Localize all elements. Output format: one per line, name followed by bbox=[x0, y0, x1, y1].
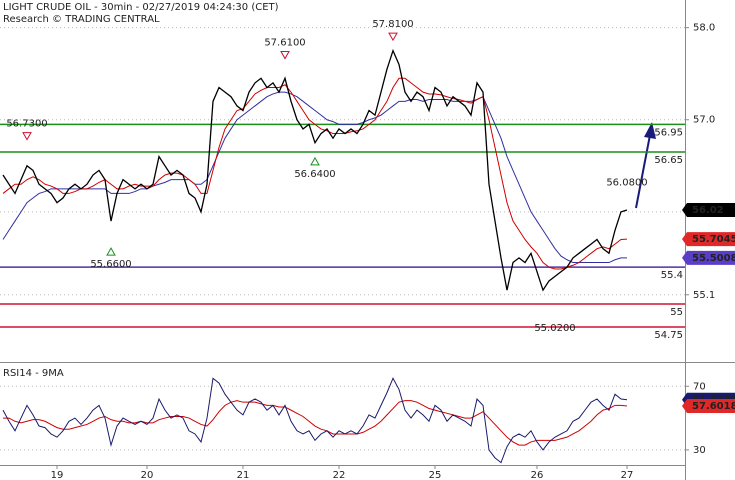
value-box-label: 56.02 bbox=[692, 205, 724, 216]
rsi-title: RSI14 - 9MA bbox=[3, 368, 64, 379]
level-label: 56.95 bbox=[654, 127, 683, 138]
y-tick-label: 58.0 bbox=[693, 23, 715, 34]
chart-subtitle: Research © TRADING CENTRAL bbox=[3, 14, 160, 25]
value-box bbox=[682, 398, 735, 413]
x-tick-label: 22 bbox=[333, 470, 346, 480]
series-line bbox=[3, 400, 628, 446]
arrow-head bbox=[644, 122, 656, 139]
annotation-label: 56.7300 bbox=[6, 119, 47, 130]
value-box bbox=[682, 250, 735, 265]
x-tick-label: 25 bbox=[429, 470, 442, 480]
value-box-label: 55.5008 bbox=[692, 253, 735, 264]
level-label: 55 bbox=[670, 307, 683, 318]
value-box-label: 55.7045 bbox=[692, 234, 735, 245]
marker-up bbox=[106, 247, 116, 256]
x-tick-label: 20 bbox=[141, 470, 154, 480]
y-tick-label: 57.0 bbox=[693, 115, 715, 126]
marker-down bbox=[388, 32, 398, 42]
marker-down bbox=[22, 132, 32, 141]
x-tick-label: 26 bbox=[531, 470, 544, 480]
forecast-arrow bbox=[635, 122, 656, 209]
annotation-label: 56.6400 bbox=[294, 169, 335, 180]
x-tick-label: 27 bbox=[621, 470, 634, 480]
series-line bbox=[2, 77, 628, 270]
level-label: 54.75 bbox=[654, 330, 683, 341]
annotation-label: 57.8100 bbox=[372, 19, 413, 30]
value-box-label: 57.6018 bbox=[692, 401, 735, 412]
level-label: 56.65 bbox=[654, 155, 683, 166]
annotation-label: 55.0200 bbox=[534, 323, 575, 334]
annotation-label: 57.6100 bbox=[264, 38, 305, 49]
y-tick-label: 55.1 bbox=[693, 290, 715, 301]
y-tick-label: 70 bbox=[693, 381, 706, 392]
series-line bbox=[2, 48, 628, 292]
marker-up bbox=[310, 156, 320, 166]
annotation-label: 55.6600 bbox=[90, 259, 131, 270]
value-box bbox=[682, 232, 735, 247]
chart-title: LIGHT CRUDE OIL - 30min - 02/27/2019 04:… bbox=[3, 2, 279, 13]
value-box bbox=[682, 203, 735, 218]
marker-down bbox=[280, 51, 290, 60]
y-tick-label: 30 bbox=[693, 445, 706, 456]
series-line bbox=[2, 377, 628, 464]
x-tick-label: 19 bbox=[51, 470, 64, 480]
annotation-label: 56.0800 bbox=[606, 177, 647, 188]
level-label: 55.4 bbox=[661, 270, 683, 281]
x-tick-label: 21 bbox=[237, 470, 250, 480]
arrow-shaft bbox=[635, 134, 651, 209]
